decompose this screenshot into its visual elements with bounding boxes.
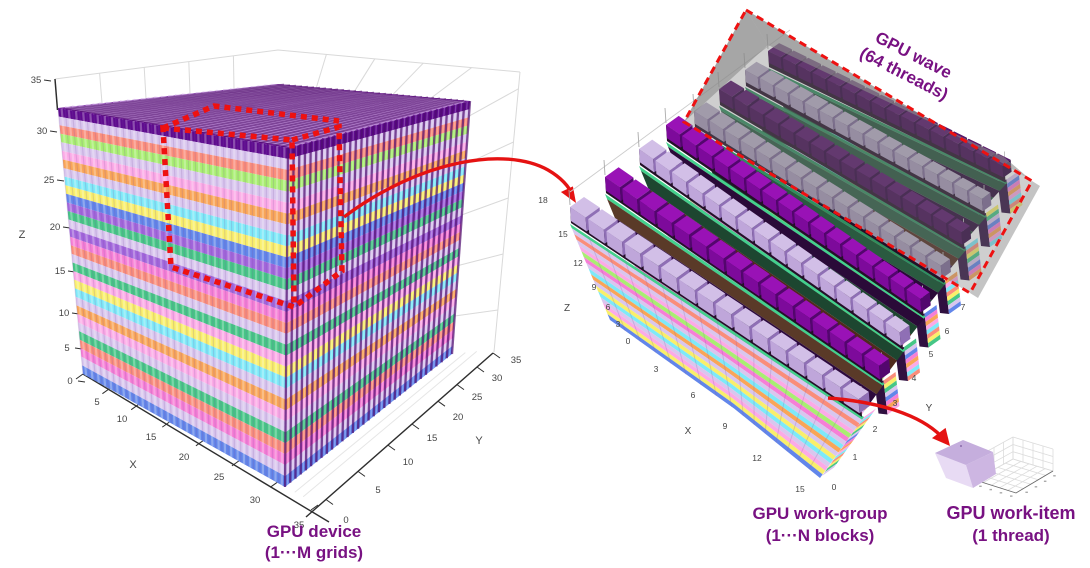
svg-text:9: 9	[723, 421, 728, 431]
svg-text:X: X	[685, 426, 692, 437]
svg-text:0: 0	[626, 336, 631, 346]
svg-text:1: 1	[853, 452, 858, 462]
svg-text:GPU work-group: GPU work-group	[752, 504, 887, 523]
svg-text:0: 0	[67, 376, 72, 387]
svg-text:6: 6	[691, 390, 696, 400]
svg-text:0: 0	[343, 515, 348, 526]
svg-text:9: 9	[592, 282, 597, 292]
svg-text:2: 2	[873, 424, 878, 434]
svg-text:12: 12	[752, 453, 762, 463]
svg-text:35: 35	[294, 520, 305, 531]
svg-text:5: 5	[375, 485, 380, 496]
svg-text:3: 3	[616, 319, 621, 329]
svg-text:15: 15	[795, 484, 805, 494]
svg-text:(1 thread): (1 thread)	[972, 526, 1049, 545]
svg-text:30: 30	[250, 495, 261, 506]
svg-text:GPU device: GPU device	[267, 522, 362, 541]
svg-text:GPU work-item: GPU work-item	[946, 503, 1075, 523]
svg-text:20: 20	[50, 222, 61, 233]
svg-text:4: 4	[912, 373, 917, 383]
svg-text:10: 10	[117, 414, 128, 425]
svg-text:5: 5	[64, 343, 69, 354]
svg-text:0: 0	[832, 482, 837, 492]
svg-text:35: 35	[31, 75, 42, 86]
svg-text:15: 15	[55, 266, 66, 277]
svg-text:15: 15	[427, 433, 438, 444]
svg-text:10: 10	[59, 308, 70, 319]
svg-text:30: 30	[492, 373, 503, 384]
svg-text:3: 3	[654, 364, 659, 374]
svg-text:6: 6	[606, 302, 611, 312]
svg-text:Z: Z	[564, 303, 570, 314]
svg-text:15: 15	[146, 432, 157, 443]
svg-text:5: 5	[929, 349, 934, 359]
svg-text:7: 7	[961, 302, 966, 312]
svg-text:6: 6	[945, 326, 950, 336]
svg-text:Y: Y	[926, 403, 933, 414]
svg-text:25: 25	[214, 472, 225, 483]
svg-text:Y: Y	[475, 435, 483, 447]
svg-text:25: 25	[472, 392, 483, 403]
svg-text:(1···M grids): (1···M grids)	[265, 543, 363, 562]
svg-text:25: 25	[44, 175, 55, 186]
svg-text:X: X	[129, 459, 137, 471]
svg-text:15: 15	[558, 229, 568, 239]
svg-text:(1···N blocks): (1···N blocks)	[766, 526, 875, 545]
svg-text:10: 10	[403, 457, 414, 468]
svg-text:5: 5	[94, 397, 99, 408]
svg-text:20: 20	[179, 452, 190, 463]
svg-text:3: 3	[893, 398, 898, 408]
svg-text:20: 20	[453, 412, 464, 423]
svg-text:Z: Z	[19, 229, 26, 241]
svg-text:12: 12	[573, 258, 583, 268]
svg-text:35: 35	[511, 355, 522, 366]
svg-text:30: 30	[37, 126, 48, 137]
svg-text:18: 18	[538, 195, 548, 205]
